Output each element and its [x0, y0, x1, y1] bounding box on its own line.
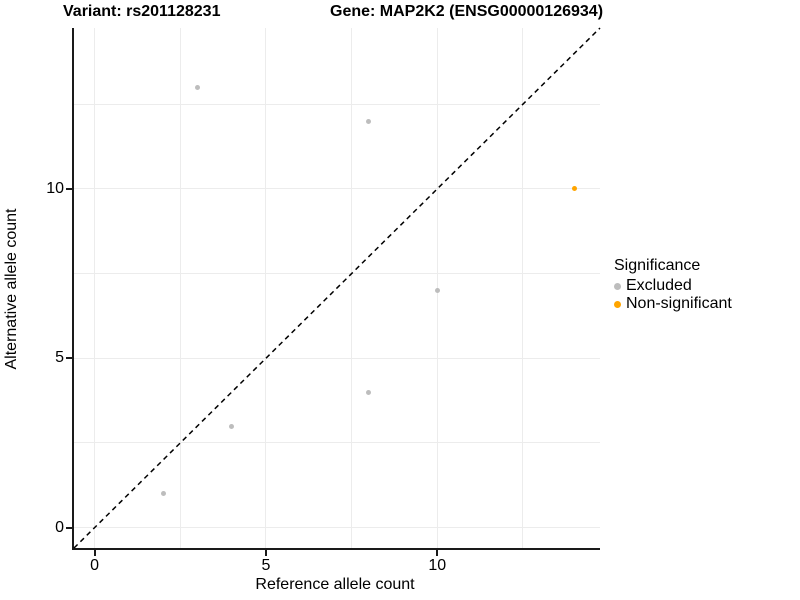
x-gridline — [436, 28, 438, 548]
data-point-excluded — [434, 288, 440, 294]
non-significant-dot-icon — [614, 300, 621, 308]
legend-title: Significance — [614, 257, 701, 274]
data-point-excluded — [366, 389, 372, 395]
data-point-excluded — [229, 423, 235, 429]
data-point-excluded — [194, 84, 200, 90]
y-axis-tick — [66, 187, 72, 190]
x-gridline — [351, 28, 353, 548]
y-gridline — [74, 442, 600, 444]
gene-title: Gene: MAP2K2 (ENSG00000126934) — [330, 3, 604, 20]
plot-panel — [72, 27, 601, 550]
x-tick-label: 0 — [90, 557, 99, 574]
y-gridline — [74, 188, 600, 190]
y-gridline — [74, 357, 600, 359]
x-axis-tick — [436, 550, 439, 556]
y-tick-label: 10 — [46, 179, 64, 197]
y-axis-tick — [66, 526, 72, 529]
variant-title: Variant: rs201128231 — [63, 3, 221, 20]
y-gridline — [74, 103, 600, 105]
x-tick-label: 5 — [261, 557, 271, 574]
legend-entry-non-significant: Non-significant — [614, 295, 732, 313]
y-gridline — [74, 273, 600, 275]
identity-line — [73, 27, 601, 549]
legend-label-excluded: Excluded — [626, 277, 692, 294]
legend-entry-excluded: Excluded — [614, 277, 732, 295]
data-point-excluded — [366, 118, 372, 124]
excluded-dot-icon — [614, 282, 621, 290]
x-axis-title: Reference allele count — [255, 576, 415, 593]
x-axis-tick — [264, 550, 267, 556]
legend-label-non-significant: Non-significant — [626, 295, 732, 312]
x-gridline — [179, 28, 181, 548]
data-point-non-significant — [571, 186, 577, 192]
y-tick-label: 5 — [55, 349, 64, 367]
y-axis-title: Alternative allele count — [3, 208, 20, 370]
x-gridline — [94, 28, 96, 548]
x-gridline — [265, 28, 267, 548]
x-gridline — [522, 28, 524, 548]
y-axis-tick — [66, 357, 72, 360]
y-tick-label: 0 — [55, 518, 64, 536]
legend: Significance Excluded Non-significant — [614, 257, 732, 313]
data-point-excluded — [160, 491, 166, 497]
y-gridline — [74, 527, 600, 529]
plot-area — [73, 27, 601, 549]
x-axis-tick — [93, 550, 96, 556]
x-tick-label: 10 — [428, 557, 447, 574]
